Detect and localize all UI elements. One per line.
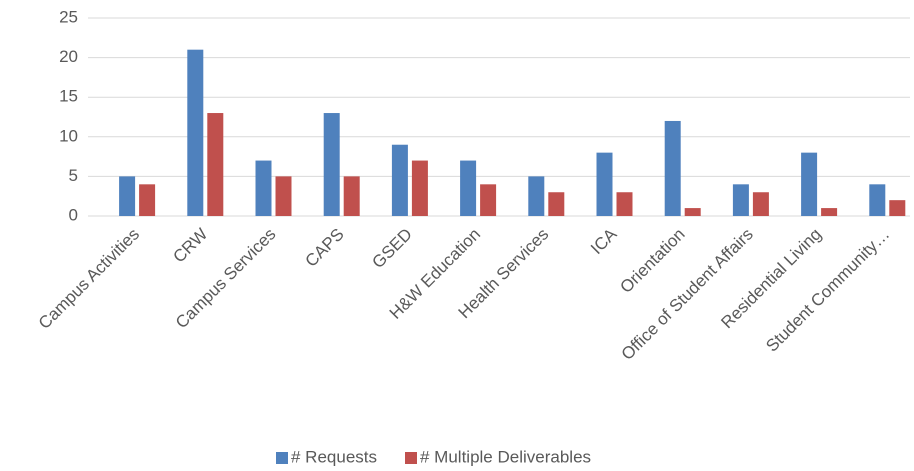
legend-label: # Requests (291, 447, 377, 466)
bar (275, 176, 292, 216)
bar (255, 160, 272, 216)
x-tick-label: Student Community… (762, 225, 893, 356)
x-tick-label: Campus Activities (35, 225, 143, 333)
bar (801, 152, 818, 216)
bar (548, 192, 565, 216)
bar (821, 208, 838, 216)
bar (187, 49, 204, 217)
bar (732, 184, 749, 216)
bar (207, 113, 224, 216)
bar (752, 192, 769, 216)
x-tick-label: CAPS (302, 225, 348, 271)
bar (119, 176, 136, 216)
bar (684, 208, 701, 216)
bar (411, 160, 428, 216)
bar (139, 184, 156, 216)
y-tick-label: 10 (59, 126, 78, 145)
bar (343, 176, 360, 216)
x-tick-label: ICA (587, 224, 621, 258)
legend-label: # Multiple Deliverables (420, 447, 591, 466)
bar (528, 176, 545, 216)
bar (889, 200, 906, 216)
bar (480, 184, 497, 216)
y-tick-label: 15 (59, 87, 78, 106)
bar (460, 160, 477, 216)
bar (664, 120, 681, 216)
y-tick-label: 0 (69, 205, 78, 224)
x-tick-label: GSED (368, 225, 416, 273)
bar (391, 144, 408, 216)
bar (869, 184, 886, 216)
y-tick-label: 20 (59, 47, 78, 66)
x-tick-label: Office of Student Affairs (618, 225, 757, 364)
legend-swatch (276, 452, 288, 464)
bar (323, 113, 340, 216)
bar (616, 192, 633, 216)
legend-swatch (405, 452, 417, 464)
x-tick-label: CRW (169, 225, 211, 267)
x-tick-label: Orientation (616, 225, 688, 297)
bar (596, 152, 613, 216)
y-tick-label: 25 (59, 7, 78, 26)
y-tick-label: 5 (69, 166, 78, 185)
